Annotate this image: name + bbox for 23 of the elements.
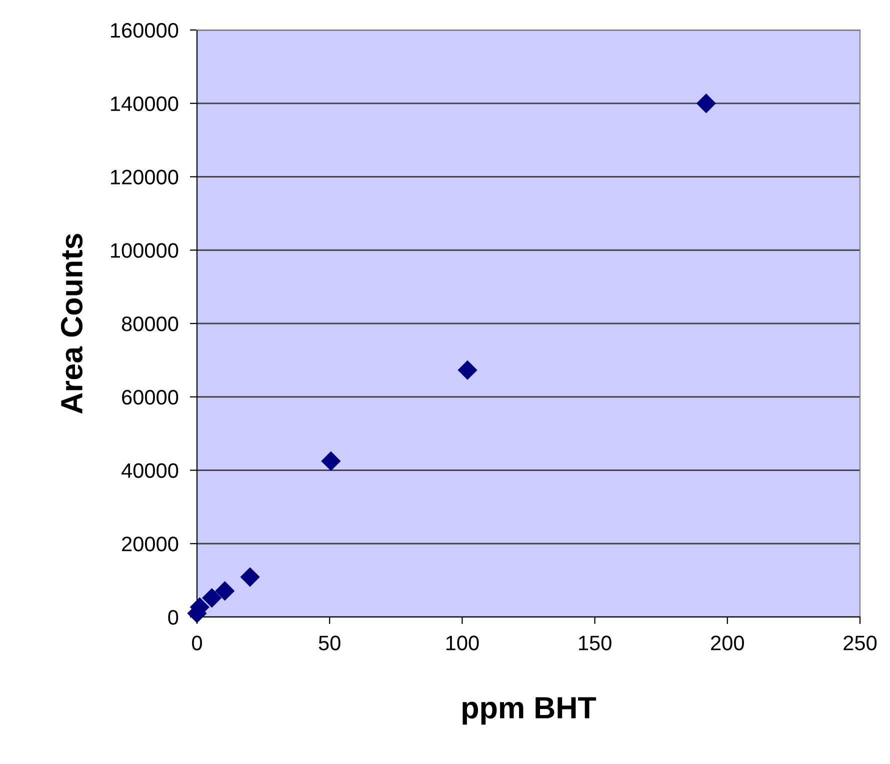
x-axis-title: ppm BHT (462, 697, 596, 725)
y-tick-label: 60000 (122, 390, 178, 405)
y-tick-label: 20000 (122, 536, 178, 552)
y-tick-label: 140000 (111, 96, 178, 112)
x-tick-label: 250 (844, 636, 877, 650)
point (458, 360, 478, 380)
point (696, 94, 716, 113)
y-tick-label: 40000 (121, 463, 178, 478)
point (202, 588, 222, 608)
y-tick-label: 100000 (111, 243, 178, 258)
point (240, 567, 260, 587)
point (321, 452, 340, 471)
y-tick-label: 120000 (111, 170, 178, 185)
y-axis-title: Area Counts (60, 234, 83, 414)
y-tick-label: 160000 (111, 23, 178, 38)
y-tick-label: 0 (168, 610, 178, 625)
x-tick-label: 0 (192, 636, 202, 650)
x-tick-label: 200 (711, 636, 744, 650)
y-tick-label: 80000 (122, 316, 178, 332)
x-tick-label: 150 (579, 636, 612, 650)
point (215, 581, 234, 600)
x-tick-label: 100 (446, 636, 479, 650)
x-tick-label: 50 (318, 636, 340, 650)
